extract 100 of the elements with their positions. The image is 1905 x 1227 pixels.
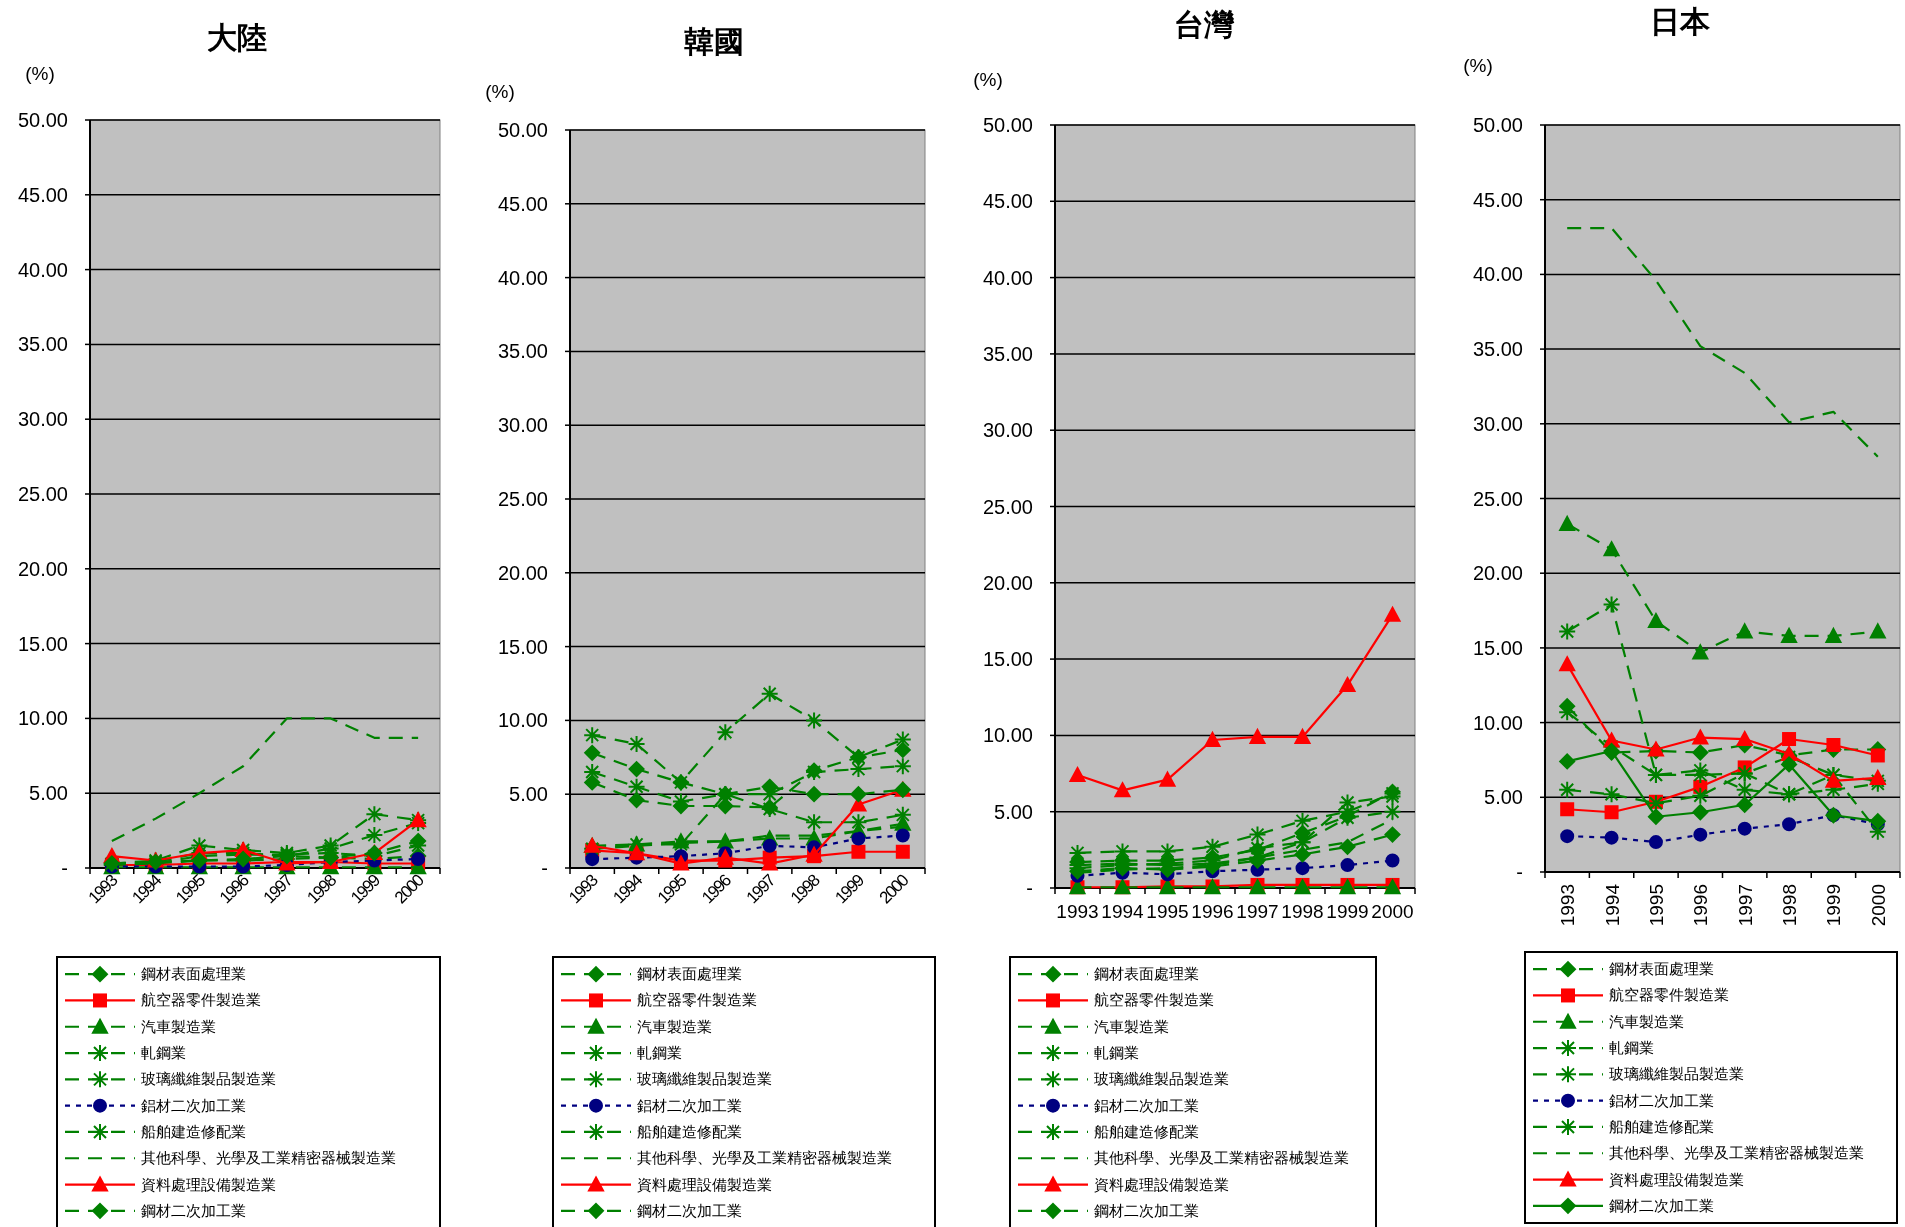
y-tick-label: 20.00 [982, 571, 1033, 594]
legend-label: 鋼材二次加工業 [1094, 1201, 1199, 1219]
y-tick-label: 5.00 [29, 782, 68, 805]
legend-label: 航空器零件製造業 [637, 991, 757, 1009]
y-tick-label: 15.00 [1472, 636, 1523, 659]
x-tick-label: 1997 [1734, 884, 1756, 927]
y-tick-label: 50.00 [1472, 114, 1523, 136]
legend-label: 汽車製造業 [637, 1017, 712, 1035]
legend-label: 汽車製造業 [1609, 1012, 1684, 1030]
legend-label: 鋼材二次加工業 [141, 1201, 246, 1219]
legend-label: 航空器零件製造業 [1609, 986, 1729, 1004]
x-tick-label: 1999 [1326, 901, 1369, 922]
y-tick-label: 5.00 [509, 783, 548, 806]
x-tick-label: 1994 [1601, 883, 1623, 927]
x-tick-label: 1996 [1690, 884, 1712, 927]
legend-label: 資料處理設備製造業 [1609, 1170, 1744, 1188]
y-tick-label: 10.00 [1472, 711, 1523, 734]
y-tick-label: 50.00 [17, 109, 68, 131]
y-tick-label: 15.00 [497, 635, 548, 658]
legend-label: 玻璃纖維製品製造業 [1094, 1070, 1229, 1088]
y-tick-label: 45.00 [982, 190, 1033, 213]
legend-label: 軋鋼業 [637, 1044, 682, 1062]
legend-label: 鋁材二次加工業 [1094, 1096, 1199, 1114]
y-tick-label: 25.00 [17, 483, 68, 505]
y-tick-label: 40.00 [17, 258, 68, 281]
y-tick-label: 50.00 [982, 114, 1033, 136]
y-tick-label: 20.00 [1472, 562, 1523, 585]
chart-title: 日本 [1650, 5, 1711, 38]
legend-label: 其他科學、光學及工業精密器械製造業 [1609, 1144, 1864, 1162]
legend-label: 鋼材表面處理業 [1609, 960, 1714, 978]
legend-label: 軋鋼業 [1609, 1039, 1654, 1057]
legend-label: 資料處理設備製造業 [637, 1175, 772, 1193]
y-tick-label: - [541, 857, 548, 879]
y-axis-title: (%) [25, 63, 55, 84]
x-tick-label: 1996 [1191, 901, 1234, 922]
legend-label: 船舶建造修配業 [1094, 1122, 1199, 1140]
legend-label: 鋼材表面處理業 [141, 965, 246, 983]
legend-label: 其他科學、光學及工業精密器械製造業 [637, 1149, 892, 1167]
x-tick-label: 1999 [1823, 884, 1845, 927]
legend-label: 鋁材二次加工業 [1609, 1091, 1714, 1109]
y-tick-label: 10.00 [17, 707, 68, 730]
y-tick-label: 35.00 [17, 333, 68, 356]
y-tick-label: 50.00 [497, 119, 548, 141]
legend-label: 玻璃纖維製品製造業 [141, 1070, 276, 1088]
y-tick-label: 30.00 [497, 414, 548, 437]
y-axis-title: (%) [1463, 55, 1493, 76]
legend-label: 資料處理設備製造業 [1094, 1175, 1229, 1193]
x-tick-label: 1993 [1056, 901, 1099, 922]
x-tick-label: 1993 [1557, 884, 1579, 927]
legend-label: 玻璃纖維製品製造業 [637, 1070, 772, 1088]
y-tick-label: 35.00 [497, 340, 548, 363]
y-tick-label: 5.00 [994, 800, 1033, 823]
x-tick-label: 1995 [1645, 884, 1667, 927]
y-tick-label: 5.00 [1484, 786, 1523, 809]
legend-label: 船舶建造修配業 [637, 1122, 742, 1140]
legend-label: 鋼材二次加工業 [637, 1201, 742, 1219]
y-tick-label: 15.00 [17, 632, 68, 655]
legend-label: 船舶建造修配業 [1609, 1117, 1714, 1135]
x-tick-label: 1997 [1236, 901, 1279, 922]
x-tick-label: 1994 [1101, 901, 1145, 922]
x-tick-label: 1998 [1281, 901, 1324, 922]
legend-label: 航空器零件製造業 [141, 991, 261, 1009]
legend-label: 鋁材二次加工業 [637, 1096, 742, 1114]
y-tick-label: 10.00 [497, 709, 548, 732]
legend-label: 船舶建造修配業 [141, 1122, 246, 1140]
y-tick-label: 40.00 [1472, 263, 1523, 286]
y-tick-label: 45.00 [17, 183, 68, 206]
y-tick-label: 40.00 [497, 266, 548, 289]
legend-label: 鋼材表面處理業 [1094, 965, 1199, 983]
y-tick-label: 40.00 [982, 266, 1033, 289]
y-tick-label: 10.00 [982, 724, 1033, 747]
legend-label: 玻璃纖維製品製造業 [1609, 1065, 1744, 1083]
legend-label: 汽車製造業 [141, 1017, 216, 1035]
y-axis-title: (%) [973, 69, 1003, 90]
chart-title: 台灣 [1174, 8, 1235, 41]
y-axis-title: (%) [485, 81, 515, 102]
legend-label: 航空器零件製造業 [1094, 991, 1214, 1009]
chart-title: 大陸 [207, 21, 267, 54]
y-tick-label: 30.00 [982, 419, 1033, 442]
y-tick-label: 15.00 [982, 648, 1033, 671]
x-tick-label: 2000 [1371, 901, 1414, 922]
y-tick-label: - [1516, 861, 1523, 883]
y-tick-label: 30.00 [1472, 412, 1523, 435]
legend-label: 鋁材二次加工業 [141, 1096, 246, 1114]
y-tick-label: 20.00 [17, 557, 68, 580]
y-tick-label: 35.00 [982, 342, 1033, 365]
y-tick-label: 25.00 [982, 495, 1033, 518]
legend-label: 軋鋼業 [1094, 1044, 1139, 1062]
legend-label: 軋鋼業 [141, 1044, 186, 1062]
x-tick-label: 1995 [1146, 901, 1189, 922]
y-tick-label: 45.00 [497, 192, 548, 215]
chart-title: 韓國 [684, 25, 744, 58]
y-tick-label: - [1026, 877, 1033, 899]
legend-label: 資料處理設備製造業 [141, 1175, 276, 1193]
y-tick-label: 25.00 [1472, 487, 1523, 510]
legend-label: 鋼材表面處理業 [637, 965, 742, 983]
legend-label: 其他科學、光學及工業精密器械製造業 [141, 1149, 396, 1167]
y-tick-label: 45.00 [1472, 188, 1523, 211]
y-tick-label: 30.00 [17, 408, 68, 431]
y-tick-label: 35.00 [1472, 338, 1523, 361]
